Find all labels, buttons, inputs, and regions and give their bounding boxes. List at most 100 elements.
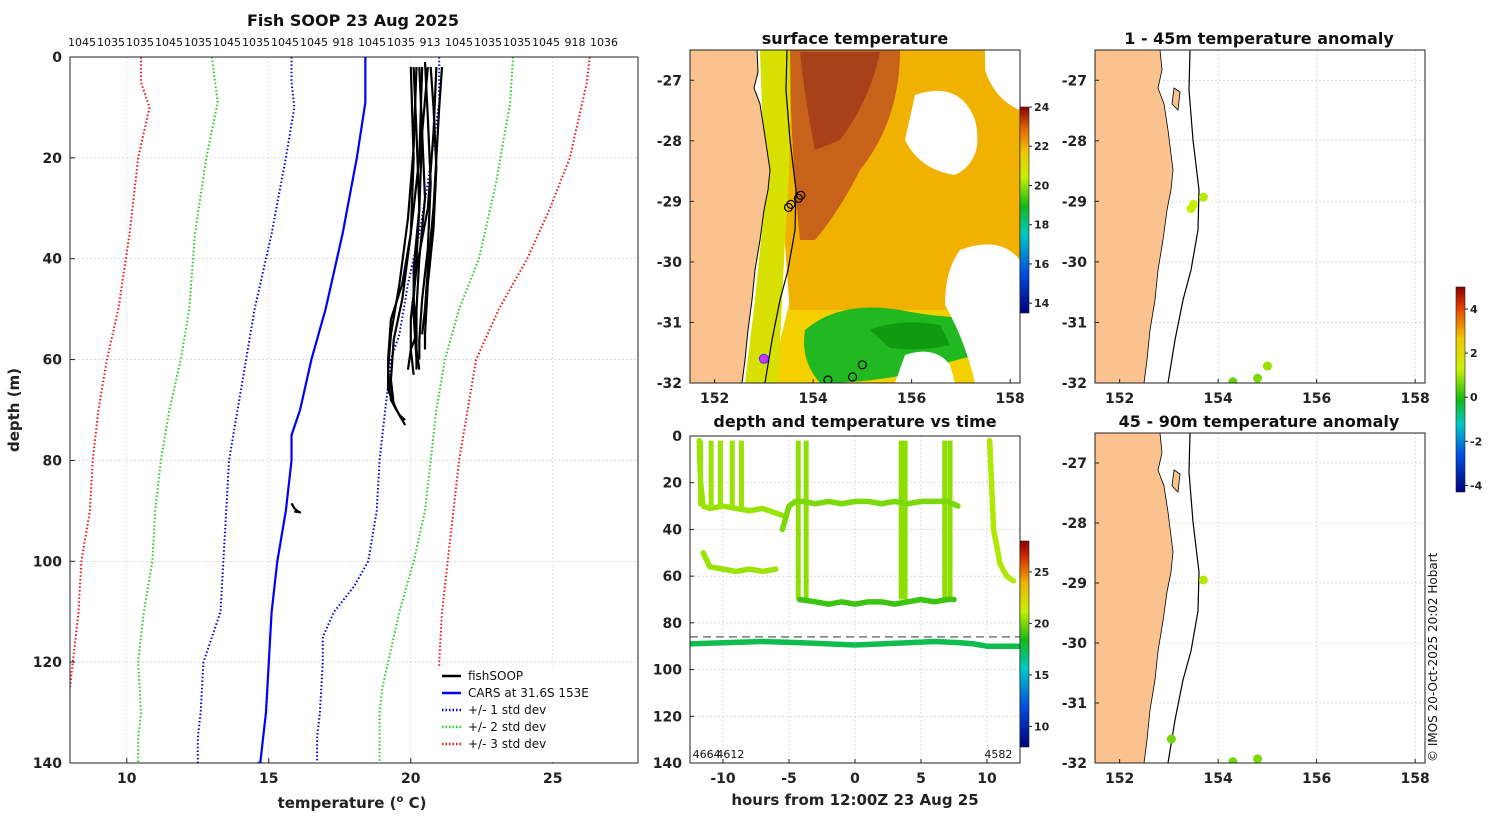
dt-ytick-label-7: 140 bbox=[653, 756, 682, 772]
profile-fishsoop-cast-0 bbox=[412, 67, 421, 370]
sst-region-eac-north bbox=[800, 52, 880, 150]
sst-marker-2 bbox=[793, 193, 803, 203]
sst-station-marker bbox=[758, 353, 769, 364]
profile-xlabel-main: temperature ( bbox=[278, 794, 397, 812]
sst-ytick-label-2: -29 bbox=[657, 194, 682, 210]
dt-track-0 bbox=[696, 437, 786, 519]
anomaly-90m-ytick-label-0: -27 bbox=[1062, 456, 1087, 472]
profile-ytick-label-0: 0 bbox=[52, 50, 62, 66]
anomaly-90m-xtick-label-0: 152 bbox=[1105, 771, 1134, 787]
anomaly-90m-point-2 bbox=[1228, 757, 1238, 763]
profile-fishsoop-cast-6 bbox=[406, 66, 429, 370]
sst-colorbar-ticks: 14 16 18 20 22 24 bbox=[1029, 101, 1050, 310]
sst-cb-tick-label-2: 18 bbox=[1034, 219, 1049, 232]
legend-label-std2: +/- 2 std dev bbox=[468, 720, 546, 734]
sst-shelf-contour bbox=[764, 50, 797, 383]
anomaly-45m-ticks: 152 154 156 158 -27 -28 -29 -30 -31 -32 bbox=[1062, 73, 1430, 407]
depth-time-x-axis-label: hours from 12:00Z 23 Aug 25 bbox=[731, 791, 978, 809]
sst-cloud-east bbox=[905, 90, 978, 175]
dt-bottom-label-0: 4664 bbox=[693, 748, 721, 761]
anomaly-cb-tick-label-2: 0 bbox=[1470, 391, 1478, 404]
profile-lines bbox=[70, 57, 591, 763]
anomaly-90m-points bbox=[1166, 575, 1263, 763]
profile-top-label-18: 1036 bbox=[590, 36, 618, 49]
dt-xtick-label-4: 10 bbox=[977, 771, 997, 787]
sst-cb-tick-label-1: 16 bbox=[1034, 258, 1050, 271]
anomaly-45m-ytick-label-5: -32 bbox=[1062, 376, 1087, 392]
profile-xlabel-tail: C) bbox=[403, 794, 426, 812]
anomaly-45m-shelf-contour bbox=[1167, 50, 1200, 383]
profile-xlabel-sup: o bbox=[396, 794, 403, 805]
profile-series-3 bbox=[378, 57, 515, 763]
anomaly-45m-point-5 bbox=[1262, 361, 1272, 371]
anomaly-90m-xtick-label-2: 156 bbox=[1302, 771, 1331, 787]
anomaly-cb-tick-label-3: -2 bbox=[1470, 435, 1482, 448]
anomaly-90m-ytick-label-3: -30 bbox=[1062, 636, 1088, 652]
sst-land bbox=[690, 50, 770, 383]
profile-fishsoop-cast-10 bbox=[290, 502, 302, 514]
dt-ytick-label-0: 0 bbox=[672, 429, 682, 445]
profile-top-label-15: 1035 bbox=[503, 36, 531, 49]
profile-top-label-0: 1045 bbox=[68, 36, 96, 49]
anomaly-45m-ytick-label-2: -29 bbox=[1062, 194, 1087, 210]
profile-ytick-label-2: 40 bbox=[43, 252, 63, 268]
profile-xtick-label-3: 25 bbox=[543, 771, 562, 787]
dt-ytick-label-3: 60 bbox=[663, 569, 683, 585]
profile-top-label-8: 1045 bbox=[300, 36, 328, 49]
copyright-label: © IMOS 20-Oct-2025 20:02 Hobart bbox=[1426, 552, 1440, 762]
profile-top-label-13: 1045 bbox=[445, 36, 473, 49]
profile-ytick-label-1: 20 bbox=[43, 151, 63, 167]
profile-xtick-label-0: 10 bbox=[117, 771, 137, 787]
dt-track-3 bbox=[796, 596, 957, 607]
profile-top-label-4: 1035 bbox=[184, 36, 212, 49]
profile-ytick-label-3: 60 bbox=[43, 353, 63, 369]
legend-label-fishsoop: fishSOOP bbox=[468, 669, 523, 683]
anomaly-45m-frame bbox=[1094, 49, 1426, 384]
profile-ytick-label-6: 120 bbox=[33, 655, 62, 671]
dt-xtick-label-0: -10 bbox=[710, 771, 736, 787]
anomaly-45m-title: 1 - 45m temperature anomaly bbox=[1124, 29, 1394, 48]
profile-top-label-16: 1045 bbox=[532, 36, 560, 49]
anomaly-45m-point-4 bbox=[1253, 373, 1263, 383]
legend-label-std1: +/- 1 std dev bbox=[468, 703, 546, 717]
sst-marker-6 bbox=[857, 360, 867, 370]
anomaly-45m-point-3 bbox=[1228, 377, 1238, 383]
profile-x-axis-label: temperature (o C) bbox=[278, 794, 427, 812]
anomaly-90m-point-1 bbox=[1166, 734, 1176, 744]
sst-xtick-label-3: 158 bbox=[996, 391, 1025, 407]
dt-xtick-label-1: -5 bbox=[781, 771, 797, 787]
dt-track-4 bbox=[986, 437, 1017, 584]
sst-map-panel: surface temperature 152 154 156 158 -27 -28 -2… bbox=[657, 29, 1050, 407]
sst-ytick-label-3: -30 bbox=[657, 255, 683, 271]
anomaly-45m-ytick-label-1: -28 bbox=[1062, 134, 1087, 150]
profile-frame bbox=[69, 56, 639, 764]
dt-ytick-label-2: 40 bbox=[663, 522, 683, 538]
sst-map-title: surface temperature bbox=[762, 29, 949, 48]
profile-top-label-2: 1035 bbox=[126, 36, 154, 49]
sst-ytick-label-1: -28 bbox=[657, 134, 682, 150]
sst-colorbar bbox=[1019, 106, 1030, 314]
profile-top-labels: 1045 1035 1035 1045 1035 1045 1035 1045 1045 918 1… bbox=[68, 36, 618, 49]
profile-xtick-label-1: 15 bbox=[259, 771, 278, 787]
profile-panel: Fish SOOP 23 Aug 2025 1045 1035 1035 1045 10… bbox=[5, 11, 639, 812]
sst-marker-1 bbox=[786, 199, 796, 209]
sst-cb-tick-label-4: 22 bbox=[1034, 140, 1049, 153]
anomaly-45m-xtick-label-3: 158 bbox=[1401, 391, 1430, 407]
dt-cb-tick-label-1: 15 bbox=[1034, 669, 1049, 682]
legend-label-cars: CARS at 31.6S 153E bbox=[468, 686, 589, 700]
sst-marker-3 bbox=[796, 190, 806, 200]
profile-series-6 bbox=[70, 57, 151, 697]
anomaly-90m-ytick-label-1: -28 bbox=[1062, 516, 1087, 532]
sst-ytick-label-0: -27 bbox=[657, 73, 682, 89]
depth-time-tracks bbox=[690, 437, 1020, 649]
profile-legend: fishSOOP CARS at 31.6S 153E +/- 1 std de… bbox=[437, 666, 637, 762]
anomaly-90m-frame bbox=[1094, 432, 1426, 764]
legend-label-std3: +/- 3 std dev bbox=[468, 737, 546, 751]
sst-marker-0 bbox=[783, 202, 794, 213]
profile-ytick-label-7: 140 bbox=[33, 756, 62, 772]
anomaly-90m-ticks: 152 154 156 158 -27 -28 -29 -30 -31 -32 bbox=[1062, 456, 1430, 787]
legend-box bbox=[437, 666, 637, 762]
sst-marker-5 bbox=[847, 372, 858, 382]
profile-fishsoop-cast-9 bbox=[389, 67, 424, 421]
profile-top-label-12: 913 bbox=[420, 36, 441, 49]
